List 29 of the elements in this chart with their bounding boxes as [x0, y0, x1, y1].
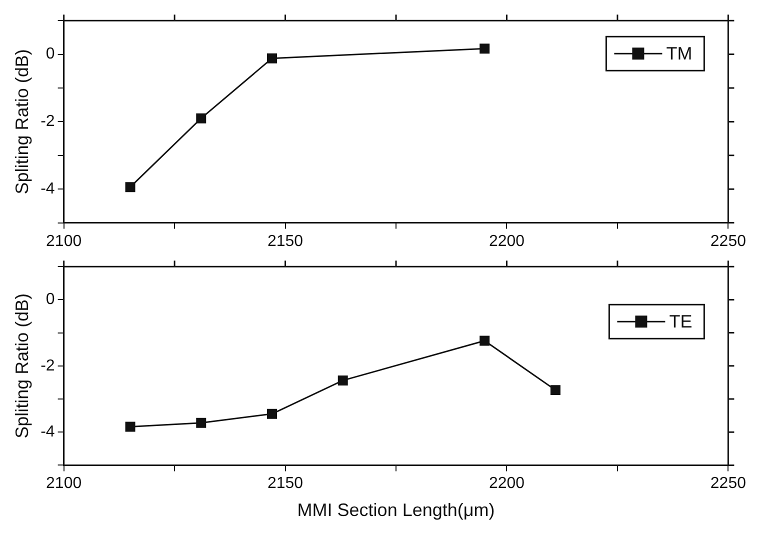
point: [267, 53, 277, 64]
y-tick-label: 0: [46, 291, 55, 308]
y-tick-label: -2: [40, 357, 55, 374]
point: [267, 408, 277, 419]
x-tick-label: 2200: [488, 475, 525, 492]
x-tick-label: 2150: [267, 475, 304, 492]
legend-label: TE: [669, 312, 692, 332]
y-axis-title: Spliting Ratio (dB): [12, 49, 32, 194]
point: [196, 418, 206, 428]
x-tick-label: 2100: [46, 475, 82, 492]
y-tick-label: -4: [40, 180, 55, 198]
y-tick-label: -2: [40, 113, 55, 130]
x-tick-label: 2250: [710, 232, 746, 250]
point: [196, 113, 206, 124]
legend-label: TM: [666, 44, 692, 64]
point: [338, 375, 348, 386]
x-tick-label: 2150: [267, 232, 304, 250]
point: [125, 182, 136, 192]
y-tick-label: 0: [46, 46, 55, 63]
point: [550, 385, 560, 396]
point: [480, 44, 490, 54]
x-tick-label: 2250: [710, 475, 746, 492]
y-tick-label: -4: [40, 424, 55, 441]
x-tick-label: 2200: [488, 232, 525, 250]
x-axis-title: MMI Section Length(μm): [297, 500, 495, 520]
x-tick-label: 2100: [46, 232, 82, 250]
point: [125, 422, 136, 432]
point: [480, 336, 490, 346]
y-axis-title: Spliting Ratio (dB): [12, 293, 32, 438]
